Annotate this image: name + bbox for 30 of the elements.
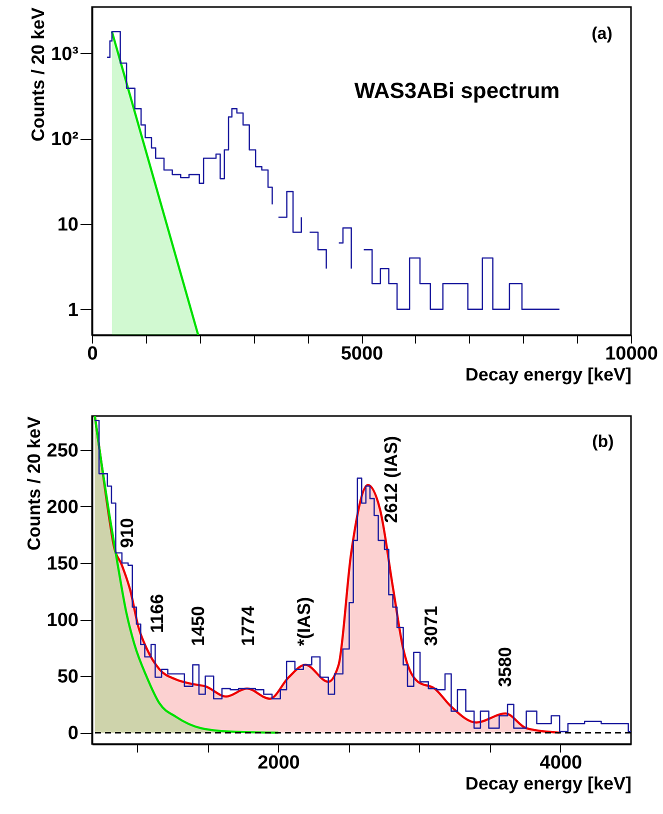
x-tick-label: 10000 [605,344,658,364]
y-axis-title: Counts / 20 keV [24,416,44,551]
x-axis-title: Decay energy [keV] [465,774,632,794]
annotation: 2612 (IAS) [381,436,401,523]
annotation: (a) [592,24,612,43]
annotation: WAS3ABi spectrum [354,78,560,103]
y-tick-label: 10³ [51,44,78,65]
x-axis-title: Decay energy [keV] [465,364,632,384]
y-tick-label: 1 [68,300,79,321]
x-tick-label: 5000 [340,344,384,364]
y-tick-label: 50 [57,666,78,688]
x-tick-label: 0 [87,344,98,364]
annotation: 3580 [495,646,515,687]
y-axis-title: Counts / 20 keV [28,8,48,142]
annotation: 1166 [147,594,167,633]
y-tick-label: 200 [46,496,78,518]
y-tick-label: 10 [57,214,78,236]
annotation: 910 [117,518,137,548]
annotation: 3071 [421,606,441,646]
annotation: *(IAS) [294,596,314,646]
y-tick-label: 250 [46,440,78,462]
y-tick-label: 100 [46,610,78,632]
x-tick-label: 2000 [258,752,300,774]
y-tick-label: 10² [51,129,78,150]
annotation: (b) [592,432,614,451]
x-tick-label: 4000 [540,752,582,774]
annotation: 1450 [188,606,208,646]
y-tick-label: 150 [46,554,78,575]
y-tick-label: 0 [68,723,78,744]
annotation: 1774 [238,606,258,646]
